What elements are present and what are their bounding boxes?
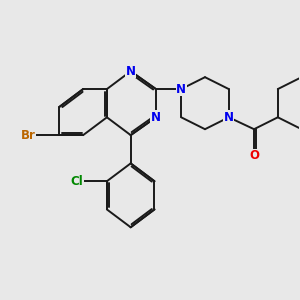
Text: N: N [151,111,161,124]
Text: N: N [126,65,136,78]
Text: O: O [249,149,259,162]
Text: Br: Br [21,129,36,142]
Text: N: N [176,82,186,96]
Text: Cl: Cl [71,175,84,188]
Text: N: N [224,111,234,124]
